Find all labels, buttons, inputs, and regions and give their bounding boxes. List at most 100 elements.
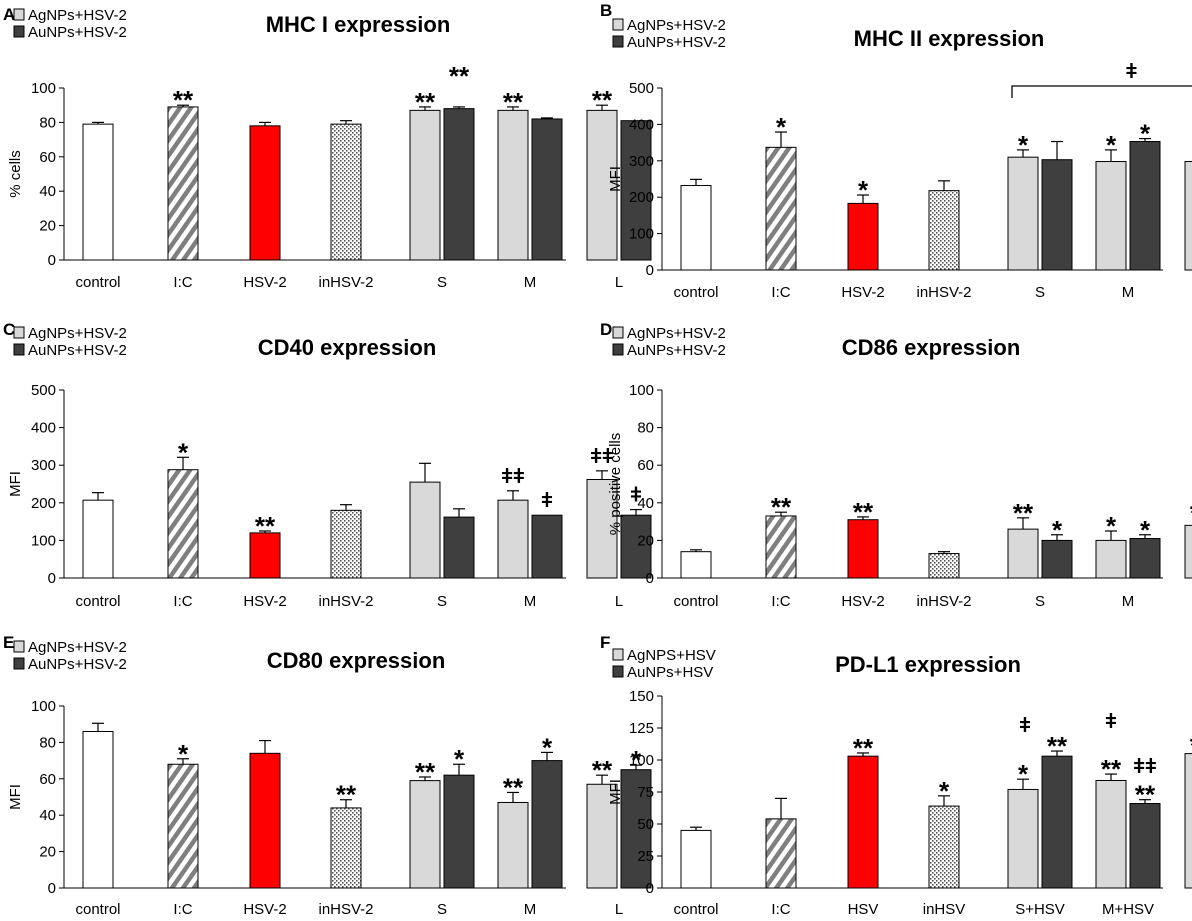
significance-label: *: [1018, 130, 1029, 160]
panel-b: B MHC II expression AgNPs+HSV-2AuNPs+HSV-2…: [600, 1, 1192, 301]
significance-label: *: [1140, 515, 1151, 545]
y-axis-label: % cells: [7, 150, 24, 198]
y-tick-label: 100: [629, 752, 654, 769]
bar: [847, 755, 879, 889]
significance-label: **: [771, 492, 792, 522]
y-axis-label: MFI: [607, 779, 624, 805]
panel-label: D: [600, 320, 612, 339]
bar: [1184, 161, 1192, 271]
category-label: I:C: [173, 274, 192, 291]
category-label: inHSV-2: [318, 901, 373, 918]
panel-label: E: [3, 633, 14, 652]
panel-label: C: [3, 320, 15, 339]
category-label: S: [1035, 593, 1045, 610]
legend-swatch: [612, 343, 624, 356]
significance-label: **: [255, 511, 276, 541]
bar: [167, 106, 199, 261]
legend-swatch: [612, 18, 624, 31]
category-label: M: [524, 593, 537, 610]
bar: [765, 515, 797, 579]
significance-label: **: [1190, 498, 1192, 528]
bar: [847, 519, 879, 579]
bar: [249, 125, 281, 261]
chart-title: PD-L1 expression: [835, 652, 1021, 677]
bar: [680, 829, 712, 889]
y-tick-label: 80: [39, 734, 56, 751]
y-axis-label: MFI: [607, 166, 624, 192]
category-label: I:C: [173, 593, 192, 610]
y-tick-label: 200: [31, 495, 56, 512]
category-label: HSV: [848, 901, 879, 918]
bar: [765, 146, 797, 271]
significance-label: ǂǂ: [590, 446, 613, 468]
bar: [1129, 538, 1161, 579]
significance-label: **: [853, 733, 874, 763]
significance-label: ǂ: [541, 490, 553, 512]
bar: [443, 774, 475, 889]
category-label: I:C: [771, 593, 790, 610]
y-tick-label: 500: [31, 382, 56, 399]
y-tick-label: 150: [629, 688, 654, 705]
y-tick-label: 75: [637, 784, 654, 801]
bar: [928, 553, 960, 579]
chart-title: CD86 expression: [842, 335, 1021, 360]
significance-label: *: [454, 744, 465, 774]
bar: [497, 499, 529, 579]
y-tick-label: 300: [629, 153, 654, 170]
category-label: HSV-2: [841, 284, 884, 301]
bar: [847, 202, 879, 271]
legend-swatch: [13, 25, 25, 38]
bar: [167, 763, 199, 889]
bar: [1041, 539, 1073, 579]
significance-label: *: [1106, 511, 1117, 541]
legend-swatch: [612, 665, 624, 678]
y-tick-label: 0: [48, 570, 56, 587]
y-tick-label: 0: [646, 880, 654, 897]
legend-entry: AgNPs+HSV-2: [627, 17, 726, 34]
bar: [1041, 159, 1073, 271]
bar: [531, 760, 563, 889]
bar: [531, 514, 563, 579]
bar: [443, 108, 475, 261]
significance-label: **: [503, 772, 524, 802]
significance-label: *: [1140, 119, 1151, 149]
significance-label: **: [1101, 754, 1122, 784]
bar: [409, 780, 441, 889]
category-label: S: [437, 593, 447, 610]
bar: [82, 499, 114, 579]
y-tick-label: 20: [637, 532, 654, 549]
significance-label: ǂ: [1105, 711, 1117, 733]
y-tick-label: 100: [629, 226, 654, 243]
bar: [680, 185, 712, 271]
category-label: S+HSV: [1015, 901, 1065, 918]
significance-label: **: [415, 757, 436, 787]
bar: [1129, 803, 1161, 889]
y-tick-label: 20: [39, 844, 56, 861]
bar: [330, 123, 362, 261]
category-label: M: [524, 901, 537, 918]
category-label: S: [437, 274, 447, 291]
panel-label: A: [3, 5, 15, 24]
y-tick-label: 400: [629, 116, 654, 133]
bracket-label: ǂ: [1126, 61, 1138, 83]
y-tick-label: 300: [31, 457, 56, 474]
legend-entry: AuNPs+HSV-2: [28, 342, 127, 359]
category-label: L: [615, 593, 623, 610]
chart-title: CD80 expression: [267, 648, 446, 673]
legend-entry: AuNPs+HSV-2: [627, 342, 726, 359]
legend-entry: AuNPs+HSV: [627, 664, 713, 681]
legend-entry: AgNPs+HSV-2: [28, 325, 127, 342]
bar: [1007, 156, 1039, 271]
y-tick-label: 100: [31, 698, 56, 715]
significance-label: **: [336, 780, 357, 810]
significance-label: *: [178, 739, 189, 769]
significance-bracket: [1011, 85, 1192, 98]
bar: [249, 752, 281, 889]
bar: [586, 109, 618, 261]
